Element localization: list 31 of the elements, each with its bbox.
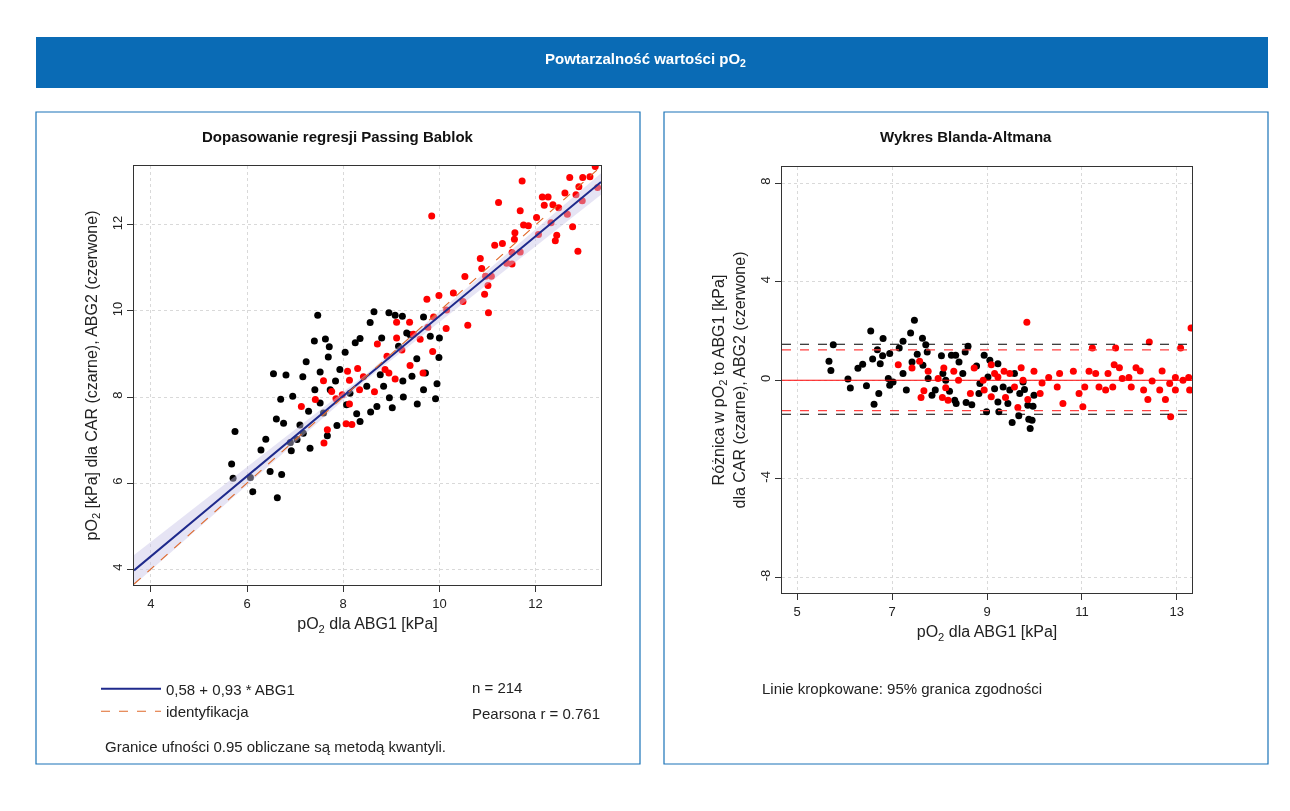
x-tick-label: 4 bbox=[147, 595, 155, 611]
y-tick-label: 0 bbox=[757, 374, 773, 382]
x-tick-label: 8 bbox=[339, 595, 347, 611]
x-tick-label: 11 bbox=[1075, 603, 1089, 619]
y-tick-label: -4 bbox=[757, 471, 773, 483]
legend-label: 0,58 + 0,93 * ABG1 bbox=[166, 680, 295, 698]
text: Granice ufności 0.95 obliczane są metodą kwantyli. bbox=[105, 738, 447, 755]
y-tick-label: 8 bbox=[109, 391, 125, 399]
text: n = 214 bbox=[472, 679, 523, 696]
x-tick-label: 7 bbox=[888, 603, 896, 619]
y-tick-label: 12 bbox=[109, 215, 125, 231]
y-tick-label: 10 bbox=[109, 301, 125, 317]
y-tick-label: 4 bbox=[109, 563, 125, 571]
x-tick-label: 5 bbox=[793, 603, 801, 619]
chart-title: Dopasowanie regresji Passing Bablok bbox=[202, 128, 474, 145]
text: Pearsona r = 0.761 bbox=[472, 705, 601, 722]
x-tick-label: 6 bbox=[243, 595, 251, 611]
x-tick-label: 12 bbox=[528, 595, 543, 611]
x-axis-title: pO$_{2}$ dla ABG1 [kPa] bbox=[916, 623, 1058, 643]
x-tick-label: 13 bbox=[1169, 603, 1185, 619]
x-tick-label: 10 bbox=[432, 595, 447, 611]
text: Powtarzalność wartości pO$_{2}$ bbox=[545, 50, 747, 70]
x-tick-label: 9 bbox=[983, 603, 991, 619]
x-axis-title: pO$_{2}$ dla ABG1 [kPa] bbox=[297, 615, 438, 635]
chart-title: Wykres Blanda-Altmana bbox=[880, 128, 1053, 145]
legend-label: identyfikacja bbox=[166, 703, 250, 721]
y-tick-label: 8 bbox=[757, 177, 773, 185]
y-tick-label: 6 bbox=[109, 477, 125, 485]
y-tick-label: 4 bbox=[757, 276, 773, 284]
y-tick-label: -8 bbox=[757, 569, 773, 582]
text: Linie kropkowane: 95% granica zgodności bbox=[762, 680, 1043, 697]
